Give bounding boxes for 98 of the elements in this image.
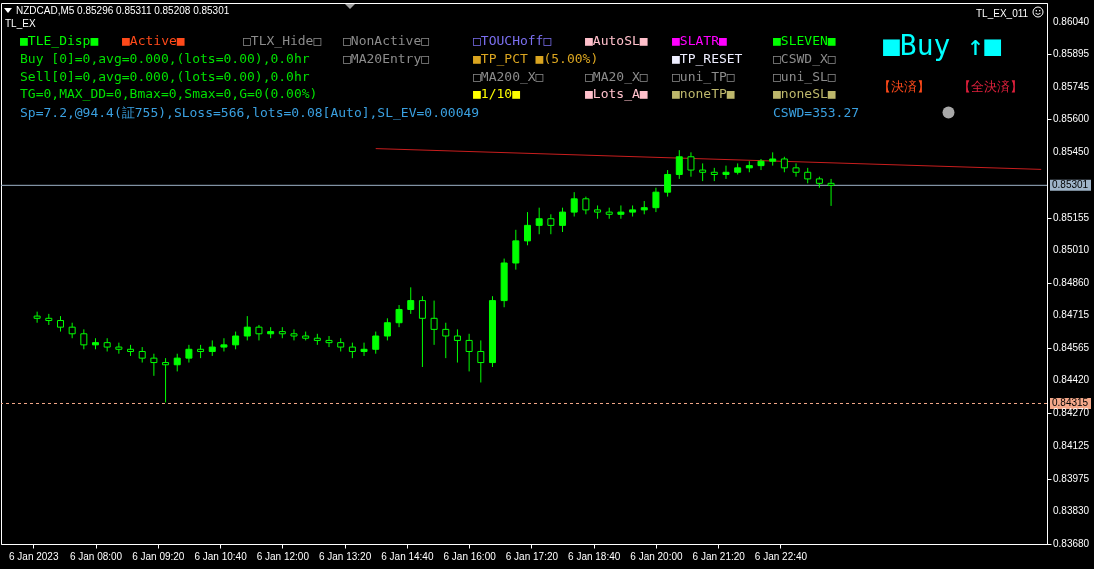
candlestick [220,337,228,352]
annotation: ■SLEVEN■ [773,33,836,49]
y-tick-label: 0.83830 [1053,504,1090,516]
annotation: ■Active■ [122,33,185,49]
candlestick [524,211,531,246]
candlestick [115,342,123,355]
candlestick [33,311,41,324]
y-tick-label: 0.85010 [1053,243,1090,255]
candlestick [150,353,158,377]
candlestick [792,162,800,178]
x-tick-label: 6 Jan 12:00 [256,550,310,562]
y-tick-label: 0.86040 [1053,15,1090,27]
annotation: CSWD=353.27 [773,105,860,121]
candlestick [360,342,368,357]
annotation: ■Buy ↑■ [883,29,1002,62]
annotation: 【決済】 [878,79,930,95]
candlestick [383,317,391,341]
x-tick-label: 6 Jan 10:40 [194,550,248,562]
annotation: Sp=7.2,@94.4(証755),SLoss=566,lots=0.08[Auto],SL_EV=0.00049 [20,105,480,121]
annotation: Sell[0]=0,avg=0.000,(lots=0.00),0.0hr [20,69,310,85]
x-tick-label: 6 Jan 20:00 [630,550,683,562]
x-tick-label: 6 Jan 13:20 [318,550,372,562]
annotation: ■SLATR■ [672,33,727,49]
annotation: □uni_TP□ [672,69,735,85]
candlestick [652,187,660,213]
candlestick [570,191,578,218]
annotation: □MA20Entry□ [343,51,430,67]
candlestick [547,213,555,235]
annotation: TG=0,MAX_DD=0,Bmax=0,Smax=0,G=0(0.00%) [20,86,318,102]
chart-title: NZDCAD,M5 0.85296 0.85311 0.85208 0.85301 [16,5,230,17]
x-tick-label: 6 Jan 17:20 [505,550,559,562]
candlestick [535,207,543,235]
candlestick [418,295,426,368]
annotation: □TOUCHoff□ [473,33,552,49]
annotation: ■noneSL■ [773,86,836,102]
candlestick [325,335,333,348]
candlestick [442,322,450,359]
annotation: TL_EX_011 [976,8,1029,20]
candlestick [465,333,473,372]
candlestick [290,328,298,341]
x-tick-label: 6 Jan 18:40 [568,550,621,562]
annotation: □NonActive□ [343,33,430,49]
annotation: ■Lots_A■ [585,86,648,102]
candlestick [395,304,403,328]
candlestick [430,300,438,346]
candlestick [372,331,380,355]
y-tick-label: 0.84715 [1053,308,1090,320]
x-tick-label: 6 Jan 09:20 [132,550,185,562]
y-tick-label: 0.85895 [1053,47,1090,59]
x-tick-label: 6 Jan 08:00 [69,550,123,562]
annotation: 【全決済】 [958,79,1023,95]
annotation: □uni_SL□ [773,69,836,85]
x-tick-label: 6 Jan 2023 [8,550,59,562]
text: TL_EX [5,18,36,30]
candlestick [664,169,672,198]
candlestick [827,178,835,207]
annotation: ■AutoSL■ [585,33,648,49]
annotation: □TLX_Hide□ [243,33,322,49]
annotation: ■1/10■ [473,86,520,102]
ref-line-label: 0.85301 [1052,179,1089,191]
x-tick-label: 6 Jan 22:40 [754,550,808,562]
candlestick [687,151,695,178]
candlestick [80,328,88,350]
annotation: □MA20_X□ [585,69,648,85]
y-tick-label: 0.84565 [1053,342,1090,354]
y-tick-label: 0.84420 [1053,374,1090,386]
candlestick [243,315,251,341]
annotation: Buy [0]=0,avg=0.000,(lots=0.00),0.0hr [20,51,310,67]
y-tick-label: 0.85745 [1053,81,1090,93]
x-tick-label: 6 Jan 14:40 [381,550,434,562]
y-tick-label: 0.84125 [1053,439,1090,451]
candlestick [255,324,263,341]
y-tick-label: 0.83680 [1053,538,1090,549]
y-tick-label: 0.85450 [1053,146,1090,158]
x-tick-label: 6 Jan 16:00 [443,550,497,562]
y-tick-label: 0.84270 [1053,407,1090,419]
annotation: ■TLE_Disp■ [20,33,99,49]
candlestick [675,149,683,180]
ref-line-label: 0.84315 [1052,397,1089,409]
candlestick [162,357,170,403]
candlestick [477,339,485,383]
y-tick-label: 0.84860 [1053,276,1090,288]
annotation: ■TP_PCT ■(5.00%) [473,51,599,67]
y-tick-label: 0.85600 [1053,113,1090,125]
y-tick-label: 0.83975 [1053,472,1090,484]
candlestick [453,328,461,364]
x-tick-label: 6 Jan 21:20 [692,550,746,562]
annotation: ■TP_RESET [672,51,743,67]
y-tick-label: 0.85155 [1053,211,1090,223]
candlestick [617,204,625,220]
candlestick [407,286,415,315]
annotation: ■noneTP■ [672,86,735,102]
candlestick [722,165,730,180]
candlestick [512,229,520,271]
annotation: □CSWD_X□ [773,51,836,67]
annotation: □MA200_X□ [473,69,544,85]
candlestick [559,207,567,233]
candlestick [757,158,765,171]
